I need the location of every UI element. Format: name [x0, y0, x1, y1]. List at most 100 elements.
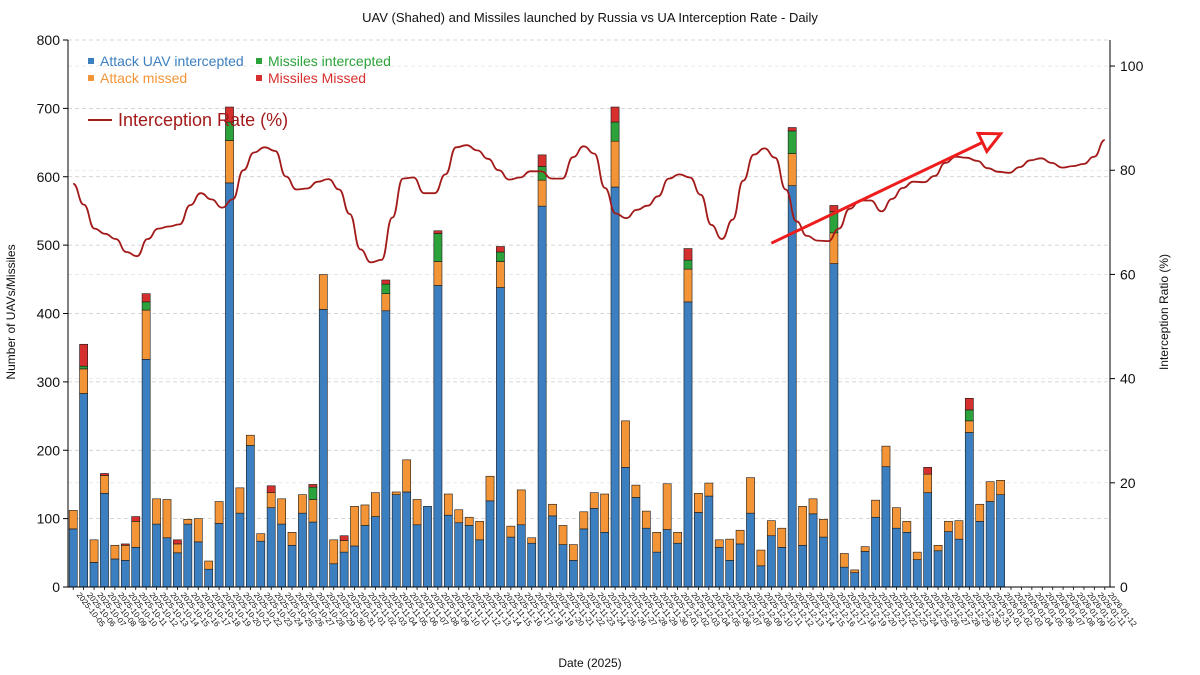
bar-segment-uav-intercepted — [162, 537, 172, 588]
y2-axis-label: Interception Ratio (%) — [1157, 254, 1171, 370]
bar-segment-missiles-intercepted — [964, 409, 974, 422]
y-axis-label: Number of UAVs/Missiles — [4, 244, 18, 379]
bar-segment-attack-missed — [579, 511, 589, 530]
bar-segment-uav-intercepted — [673, 542, 682, 588]
bar-segment-uav-intercepted — [902, 531, 912, 588]
bar-segment-uav-intercepted — [808, 513, 818, 588]
bar-segment-attack-missed — [89, 539, 99, 563]
bar-segment-uav-intercepted — [527, 542, 537, 588]
legend-label: Attack missed — [100, 70, 187, 86]
bar-segment-attack-missed — [964, 420, 974, 433]
bar-segment-uav-intercepted — [235, 512, 245, 588]
y2-tick-label: 100 — [1120, 58, 1144, 74]
bar-segment-attack-missed — [110, 544, 120, 560]
bar-segment-uav-intercepted — [245, 445, 255, 588]
bar-segment-missiles-missed — [173, 539, 182, 545]
bar-segment-attack-missed — [996, 480, 1005, 495]
bar-segment-attack-missed — [245, 434, 255, 446]
bar-segment-uav-intercepted — [475, 539, 484, 588]
axes-layer: 0100200300400500600700800020406080100202… — [37, 32, 1144, 629]
bar-segment-attack-missed — [204, 560, 214, 570]
bar-segment-uav-intercepted — [954, 538, 964, 588]
bar-segment-uav-intercepted — [964, 432, 974, 588]
bar-segment-uav-intercepted — [662, 529, 672, 588]
legend-marker — [88, 75, 94, 81]
bar-segment-attack-missed — [621, 420, 630, 468]
bar-segment-uav-intercepted — [892, 527, 901, 588]
bar-segment-uav-intercepted — [704, 495, 714, 588]
y-tick-label: 700 — [37, 100, 61, 116]
legend-label: Attack UAV intercepted — [100, 53, 244, 69]
bar-segment-uav-intercepted — [329, 563, 339, 588]
bar-segment-attack-missed — [652, 531, 662, 553]
y2-tick-label: 20 — [1120, 475, 1136, 491]
bar-segment-missiles-missed — [339, 535, 349, 541]
bar-segment-attack-missed — [673, 531, 682, 544]
bar-segment-attack-missed — [79, 368, 88, 394]
bar-segment-uav-intercepted — [277, 523, 286, 588]
y-tick-label: 200 — [37, 442, 61, 458]
bar-segment-uav-intercepted — [308, 521, 318, 588]
bar-segment-uav-intercepted — [548, 515, 557, 588]
bar-segment-uav-intercepted — [641, 527, 651, 588]
bar-segment-attack-missed — [339, 540, 349, 553]
bar-segment-uav-intercepted — [339, 551, 349, 588]
bar-segment-attack-missed — [318, 274, 328, 310]
bar-segment-missiles-intercepted — [308, 486, 318, 500]
bar-segment-missiles-missed — [120, 543, 130, 546]
bar-segment-attack-missed — [371, 492, 380, 517]
bar-segment-missiles-intercepted — [381, 283, 391, 294]
bar-segment-uav-intercepted — [912, 559, 922, 588]
bar-segment-uav-intercepted — [839, 566, 849, 588]
bar-segment-uav-intercepted — [204, 568, 214, 588]
bar-segment-uav-intercepted — [798, 544, 807, 588]
bar-segment-attack-missed — [443, 493, 453, 516]
annotation-layer — [770, 131, 1004, 245]
bar-segment-uav-intercepted — [756, 565, 766, 588]
bar-segment-uav-intercepted — [256, 540, 266, 588]
bar-segment-attack-missed — [829, 232, 839, 264]
y2-tick-label: 40 — [1120, 371, 1136, 387]
y2-tick-label: 0 — [1120, 579, 1128, 595]
bar-segment-attack-missed — [402, 459, 412, 493]
bar-segment-attack-missed — [912, 551, 922, 560]
bar-segment-attack-missed — [308, 499, 318, 523]
y-tick-label: 400 — [37, 306, 61, 322]
bar-segment-uav-intercepted — [600, 531, 609, 588]
bar-segment-missiles-missed — [829, 205, 839, 212]
legend-marker — [256, 75, 262, 81]
bar-segment-attack-missed — [256, 533, 266, 542]
bar-segment-attack-missed — [850, 569, 860, 573]
bars-layer — [68, 106, 1005, 588]
bar-segment-uav-intercepted — [141, 359, 151, 588]
bar-segment-attack-missed — [631, 484, 641, 498]
bar-segment-attack-missed — [412, 499, 422, 526]
legend-marker — [256, 58, 262, 64]
bar-segment-uav-intercepted — [464, 525, 474, 588]
bar-segment-attack-missed — [454, 509, 464, 524]
bar-segment-uav-intercepted — [714, 547, 724, 588]
bar-segment-attack-missed — [329, 539, 339, 565]
bar-segment-attack-missed — [610, 140, 620, 188]
bar-segment-uav-intercepted — [100, 493, 109, 588]
legend-label: Missiles Missed — [268, 70, 366, 86]
bar-segment-missiles-missed — [964, 397, 974, 411]
bar-segment-attack-missed — [558, 525, 568, 545]
bar-segment-attack-missed — [287, 531, 297, 546]
bar-segment-uav-intercepted — [371, 516, 380, 588]
y2-tick-label: 80 — [1120, 162, 1136, 178]
bar-segment-attack-missed — [225, 140, 234, 184]
bar-segment-missiles-intercepted — [683, 259, 693, 270]
bar-segment-missiles-missed — [381, 279, 391, 285]
bar-segment-attack-missed — [235, 487, 245, 514]
bar-segment-missiles-missed — [79, 343, 88, 367]
bar-segment-attack-missed — [704, 482, 714, 497]
bar-segment-uav-intercepted — [412, 524, 422, 588]
bar-segment-uav-intercepted — [443, 514, 453, 588]
bar-segment-attack-missed — [496, 261, 505, 288]
bar-segment-missiles-intercepted — [141, 301, 151, 311]
bar-segment-attack-missed — [464, 516, 474, 526]
bar-segment-uav-intercepted — [819, 536, 828, 588]
bar-segment-missiles-missed — [683, 248, 693, 261]
